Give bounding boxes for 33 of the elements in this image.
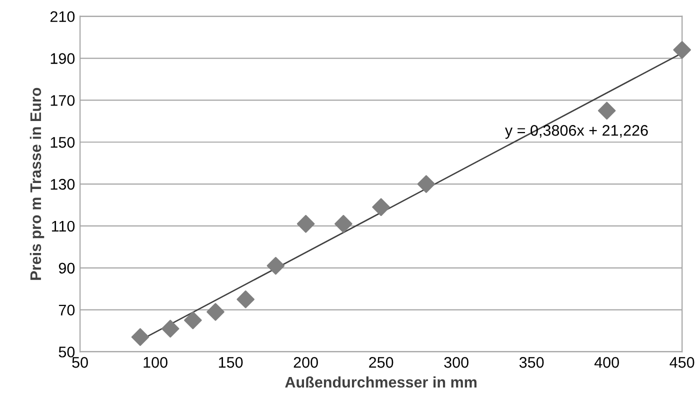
point [296,214,315,233]
x-tick-label: 250 [369,357,394,368]
y-tick-label: 50 [58,346,75,358]
y-tick-label: 70 [58,304,75,316]
point [184,311,202,330]
y-tick-label: 130 [50,178,75,190]
x-tick-label: 350 [519,357,544,368]
annotation: y = 0,3806x + 21,226 [504,125,648,139]
point [417,175,436,193]
point [372,198,390,216]
y-axis-title: Preis pro m Trasse in Euro [30,88,44,280]
point [266,256,285,275]
x-axis-title: Außendurchmesser in mm [285,376,476,388]
point [206,303,224,321]
x-tick-label: 150 [218,357,243,368]
y-tick-label: 190 [50,53,75,64]
x-tick-label: 100 [144,357,168,368]
point [161,320,180,338]
point [236,290,255,308]
y-tick-label: 110 [52,220,75,232]
x-tick-label: 450 [670,357,694,368]
x-tick-label: 300 [444,357,468,368]
point [673,40,691,59]
point [334,214,352,233]
y-tick-label: 90 [58,262,75,274]
y-tick-label: 150 [50,136,75,148]
x-tick-label: 400 [594,357,619,368]
point [131,328,150,346]
x-tick-label: 200 [294,357,318,368]
y-tick-label: 170 [50,95,75,106]
point [598,102,616,120]
x-tick-label: 50 [72,357,88,368]
y-tick-label: 210 [50,11,75,22]
